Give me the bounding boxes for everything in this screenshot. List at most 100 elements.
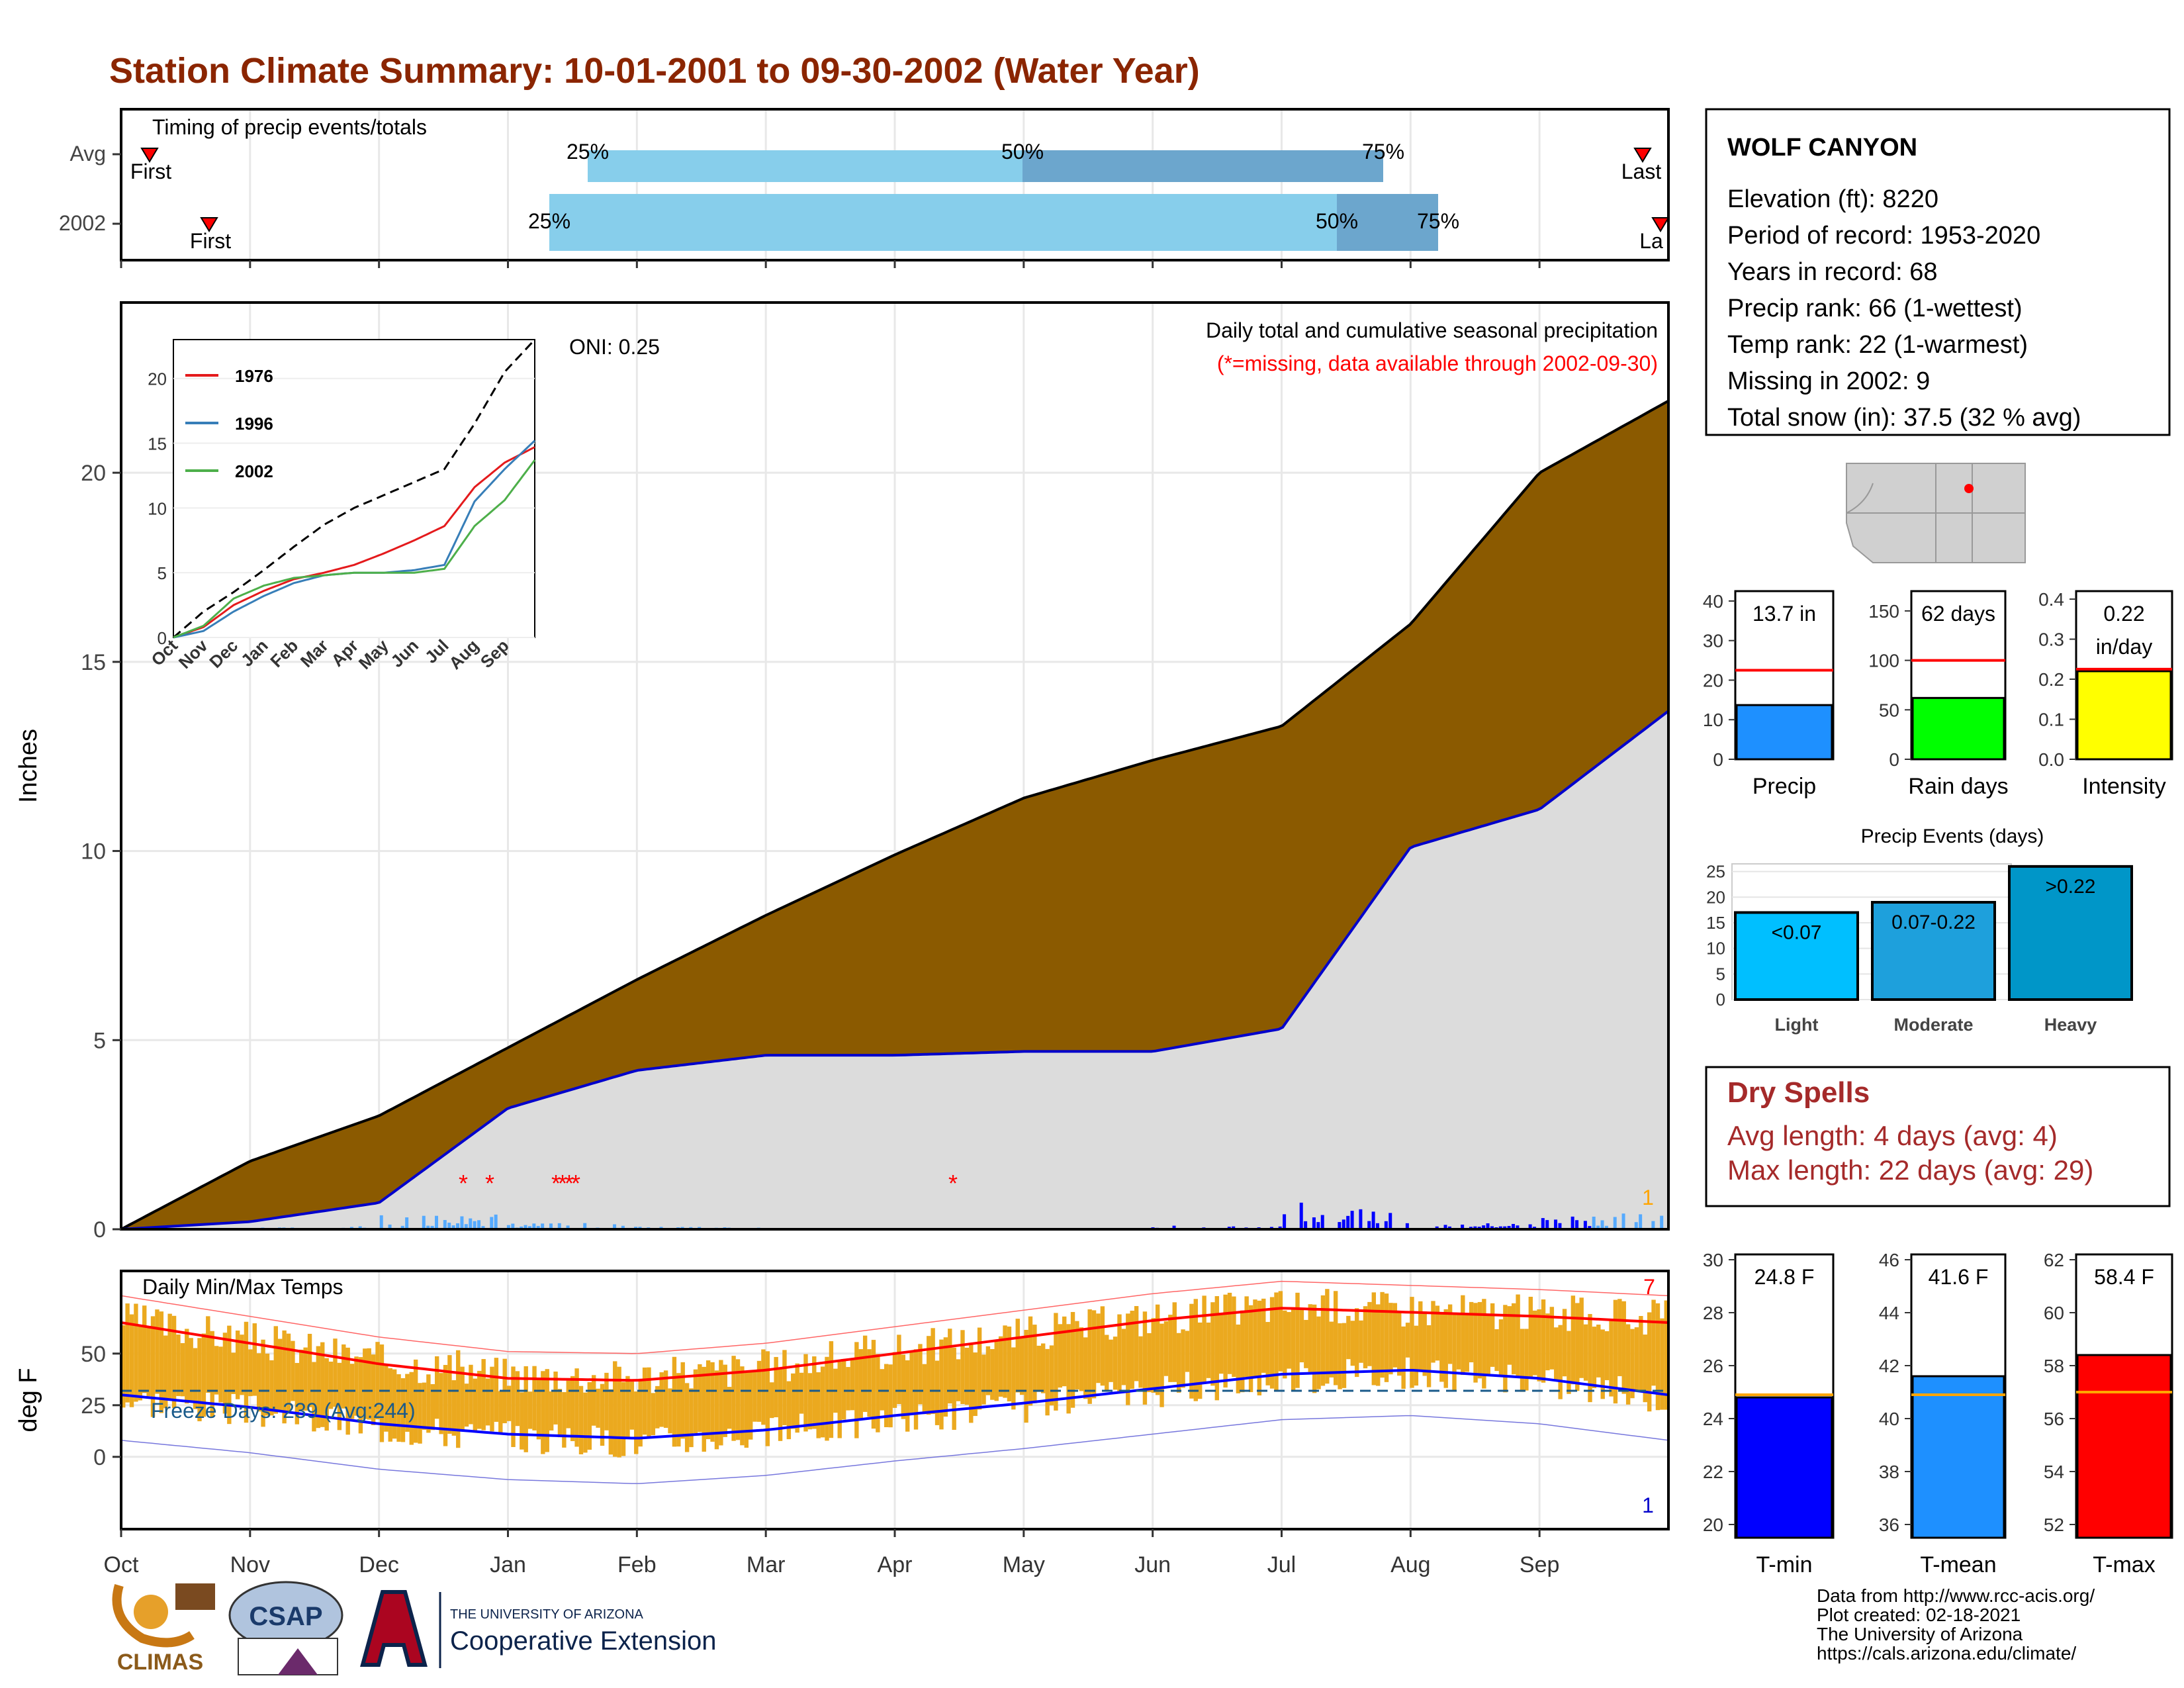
- inset-chart: 05101520OctNovDecJanFebMarAprMayJunJulAu…: [147, 338, 536, 673]
- daily-temp-bar: [613, 1361, 617, 1457]
- temp-bar-ytick-label: 56: [2044, 1409, 2064, 1429]
- daily-temp-bar: [129, 1314, 134, 1407]
- inset-legend-label: 1976: [235, 366, 273, 386]
- events-ytick-label: 20: [1706, 887, 1725, 907]
- daily-temp-bar: [1138, 1336, 1143, 1388]
- daily-temp-bar: [676, 1373, 681, 1447]
- daily-precip-bar: [494, 1214, 498, 1229]
- missing-marker: *: [948, 1170, 958, 1197]
- daily-precip-bar: [1541, 1218, 1545, 1229]
- daily-temp-bar: [774, 1356, 778, 1417]
- daily-temp-bar: [1126, 1313, 1130, 1405]
- daily-temp-bar: [435, 1356, 439, 1419]
- daily-temp-bar: [1291, 1307, 1296, 1392]
- daily-temp-bar: [1003, 1325, 1007, 1398]
- daily-temp-bar: [629, 1382, 635, 1430]
- 2002-cumulative-line: [120, 710, 1670, 1231]
- daily-temp-bar: [1380, 1291, 1385, 1378]
- daily-temp-bar: [689, 1388, 694, 1448]
- daily-temp-bar: [367, 1348, 371, 1420]
- temp-bar-ytick-label: 36: [1879, 1515, 1899, 1535]
- daily-temp-bar: [1197, 1322, 1203, 1399]
- daily-temp-bar: [592, 1375, 596, 1426]
- 2002-first-marker: [200, 217, 218, 232]
- daily-temp-bar: [341, 1344, 346, 1409]
- daily-temp-bar: [948, 1329, 952, 1404]
- daily-temp-bar: [778, 1368, 783, 1441]
- daily-temp-bar: [1604, 1331, 1610, 1380]
- daily-precip-bar: [481, 1226, 485, 1229]
- daily-temp-bar: [1410, 1297, 1414, 1388]
- daily-temp-bar: [960, 1330, 965, 1405]
- daily-temp-bar: [634, 1391, 639, 1454]
- daily-temp-bar: [405, 1374, 410, 1432]
- events-title: Precip Events (days): [1861, 825, 2044, 847]
- daily-temp-bar: [320, 1342, 325, 1427]
- daily-temp-bar: [1130, 1311, 1134, 1389]
- daily-temp-bar: [456, 1350, 461, 1448]
- daily-precip-bar: [422, 1215, 426, 1229]
- daily-temp-bar: [371, 1354, 376, 1425]
- daily-precip-bar: [527, 1226, 531, 1229]
- precip-ytick-label: 5: [93, 1028, 106, 1053]
- daily-temp-bar: [1202, 1295, 1206, 1383]
- daily-temp-bar: [680, 1362, 685, 1439]
- temp-bar-ytick-label: 28: [1703, 1303, 1723, 1323]
- temp-bar-ytick-label: 52: [2044, 1515, 2064, 1535]
- daily-temp-bar: [1261, 1298, 1266, 1373]
- temp-bar-ytick-label: 20: [1703, 1515, 1723, 1535]
- daily-temp-bar: [981, 1354, 986, 1405]
- daily-temp-bar: [1537, 1309, 1541, 1382]
- daily-temp-bar: [897, 1335, 901, 1405]
- timing-panel: Timing of precip events/totals Avg 2002 …: [59, 108, 1670, 261]
- daily-temp-bar: [388, 1368, 392, 1442]
- daily-temp-bar: [155, 1309, 159, 1394]
- month-label: Jan: [490, 1552, 526, 1577]
- daily-temp-bar: [719, 1360, 723, 1446]
- daily-temp-bar: [905, 1360, 910, 1432]
- daily-temp-bar: [651, 1393, 656, 1436]
- csap-logo: CSAP: [228, 1581, 343, 1675]
- daily-temp-bar: [1028, 1316, 1033, 1406]
- events-ytick-label: 15: [1706, 913, 1725, 933]
- daily-temp-bar: [812, 1356, 817, 1429]
- daily-precip-bar: [490, 1217, 494, 1229]
- daily-temp-bar: [998, 1336, 1003, 1397]
- daily-temp-bar: [1096, 1313, 1101, 1383]
- daily-temp-bar: [1435, 1305, 1440, 1361]
- daily-temp-bar: [1087, 1309, 1092, 1404]
- daily-temp-bar: [1015, 1319, 1020, 1393]
- dry-spells-avg: Avg length: 4 days (avg: 4): [1727, 1120, 2058, 1151]
- daily-temp-bar: [858, 1349, 863, 1420]
- daily-temp-bar: [1113, 1336, 1118, 1390]
- events-category-label: Light: [1775, 1015, 1819, 1035]
- daily-temp-bar: [1664, 1300, 1668, 1410]
- daily-temp-bar: [1447, 1304, 1453, 1364]
- daily-temp-bar: [206, 1316, 210, 1393]
- daily-temp-bar: [1206, 1322, 1211, 1378]
- daily-temp-bar: [312, 1362, 316, 1432]
- daily-temp-bar: [1562, 1309, 1567, 1377]
- temp-bar-ytick-label: 24: [1703, 1409, 1723, 1429]
- temp-bar-ytick-label: 22: [1703, 1462, 1723, 1482]
- daily-temp-bar: [1558, 1325, 1563, 1399]
- daily-temp-bar: [473, 1378, 478, 1432]
- daily-temp-bar: [273, 1326, 278, 1414]
- daily-temp-bar: [1036, 1345, 1041, 1392]
- daily-temp-bar: [583, 1392, 588, 1453]
- daily-temp-bar: [1443, 1309, 1448, 1388]
- mini-bar-xlabel: Intensity: [2082, 774, 2166, 799]
- daily-temp-bar: [1486, 1315, 1490, 1376]
- daily-temp-bar: [265, 1353, 270, 1416]
- daily-temp-bar: [562, 1392, 567, 1448]
- temp-bar-ytick-label: 38: [1879, 1462, 1899, 1482]
- daily-temp-bar: [222, 1333, 228, 1414]
- inset-series-avg: [173, 338, 536, 639]
- oni-label: ONI: 0.25: [569, 335, 660, 359]
- mini-bar-xlabel: Precip: [1752, 774, 1816, 799]
- daily-temp-bar: [400, 1378, 406, 1442]
- daily-temp-bar: [1248, 1305, 1253, 1393]
- events-bar-label: 0.07-0.22: [1891, 912, 1976, 933]
- daily-temp-bar: [1019, 1337, 1024, 1395]
- daily-temp-bar: [1376, 1304, 1381, 1386]
